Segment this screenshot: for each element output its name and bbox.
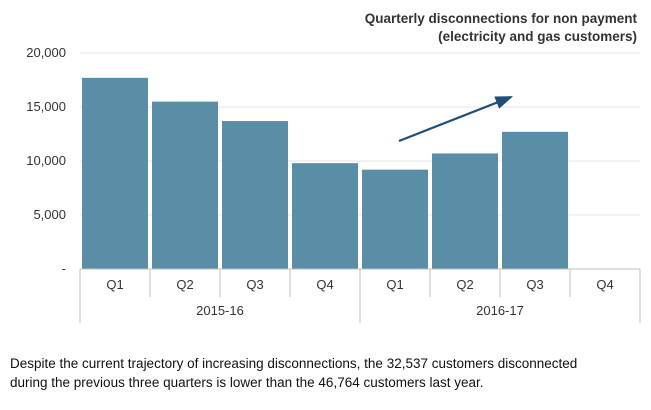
y-tick-label: - [62,261,66,276]
x-tick-label: Q4 [596,277,613,292]
x-tick-label: Q1 [106,277,123,292]
bar [502,131,568,269]
caption: Despite the current trajectory of increa… [10,354,646,392]
bar [152,101,218,269]
group-label: 2016-17 [476,303,524,318]
bar [82,77,148,269]
y-tick-label: 5,000 [33,207,66,222]
x-axis-labels: Q1 Q2 Q3 Q4 Q1 Q2 Q3 Q4 2015-16 2016-17 [106,277,613,318]
y-axis-ticks: - 5,000 10,000 15,000 20,000 [26,45,66,276]
bars [82,77,568,269]
group-label: 2015-16 [196,303,244,318]
x-tick-label: Q2 [176,277,193,292]
category-axis [79,268,641,323]
caption-line-2: during the previous three quarters is lo… [10,375,484,390]
x-tick-label: Q2 [456,277,473,292]
bar [432,153,498,269]
y-tick-label: 10,000 [26,153,66,168]
chart-title-line-1: Quarterly disconnections for non payment [364,11,637,26]
y-tick-label: 20,000 [26,45,66,60]
bar [362,169,428,269]
bar [222,121,288,269]
x-tick-label: Q1 [386,277,403,292]
caption-line-1: Despite the current trajectory of increa… [10,356,578,371]
y-tick-label: 15,000 [26,99,66,114]
x-tick-label: Q3 [246,277,263,292]
bar [292,163,358,269]
chart-title: Quarterly disconnections for non payment… [307,10,637,46]
x-tick-label: Q4 [316,277,333,292]
chart-title-line-2: (electricity and gas customers) [438,29,637,44]
trend-arrow [398,95,514,143]
x-tick-label: Q3 [526,277,543,292]
